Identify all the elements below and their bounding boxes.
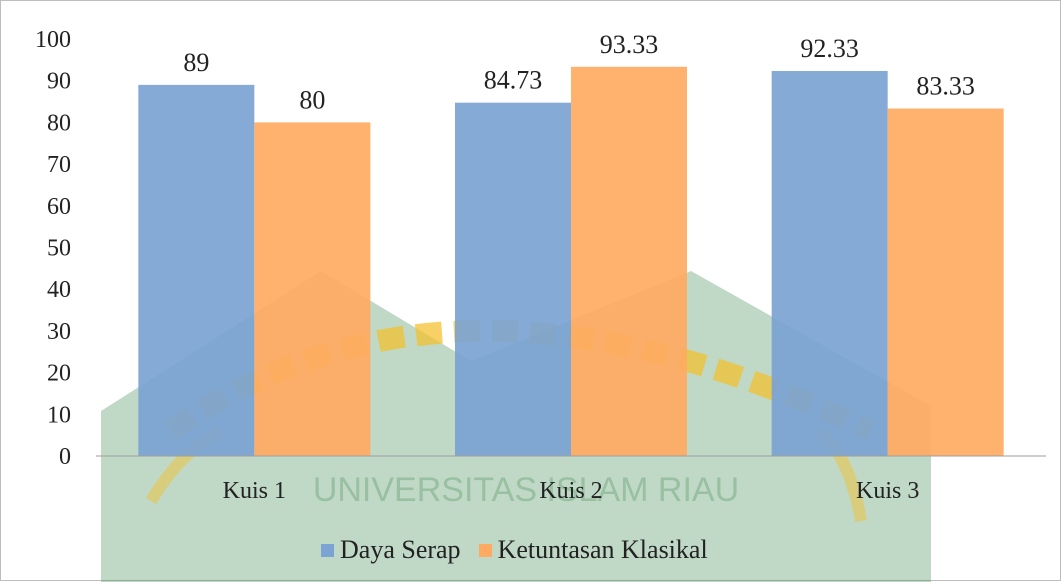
legend-label-ketuntasan-klasikal: Ketuntasan Klasikal bbox=[497, 535, 708, 564]
legend-label-daya-serap: Daya Serap bbox=[340, 535, 461, 564]
y-tick-label: 90 bbox=[47, 69, 71, 95]
data-label: 84.73 bbox=[484, 66, 543, 95]
legend: Daya Serap Ketuntasan Klasikal bbox=[321, 535, 708, 565]
data-label: 93.33 bbox=[600, 30, 659, 59]
data-label: 83.33 bbox=[916, 72, 975, 101]
y-tick-label: 20 bbox=[47, 361, 71, 387]
bar-daya-serap-1 bbox=[138, 84, 255, 457]
legend-swatch-daya-serap bbox=[321, 543, 334, 557]
y-axis: 0 10 20 30 40 50 60 70 80 90 100 bbox=[35, 27, 71, 470]
x-tick-label: Kuis 2 bbox=[539, 478, 602, 504]
bar-ketuntasan-klasikal-3 bbox=[887, 108, 1004, 456]
y-tick-label: 100 bbox=[35, 27, 71, 53]
watermark-text: UNIVERSITAS ISLAM RIAU bbox=[313, 471, 739, 509]
data-label: 92.33 bbox=[800, 34, 859, 63]
data-label: 80 bbox=[299, 85, 325, 114]
bar-daya-serap-3 bbox=[771, 70, 888, 457]
data-label: 89 bbox=[183, 48, 209, 77]
data-labels: 89 80 84.73 93.33 92.33 83.33 bbox=[183, 30, 975, 115]
bar-ketuntasan-klasikal-1 bbox=[254, 122, 371, 457]
y-tick-label: 80 bbox=[47, 110, 71, 136]
legend-item-daya-serap: Daya Serap bbox=[321, 535, 461, 565]
y-tick-label: 70 bbox=[47, 152, 71, 178]
x-tick-label: Kuis 3 bbox=[856, 478, 919, 504]
bars bbox=[138, 66, 1004, 457]
bar-daya-serap-2 bbox=[455, 102, 571, 456]
y-tick-label: 50 bbox=[47, 236, 71, 262]
y-tick-label: 60 bbox=[47, 194, 71, 220]
legend-swatch-ketuntasan-klasikal bbox=[478, 543, 492, 557]
y-tick-label: 10 bbox=[47, 402, 71, 428]
x-axis: Kuis 1 Kuis 2 Kuis 3 bbox=[96, 455, 1046, 504]
x-tick-label: Kuis 1 bbox=[223, 478, 286, 504]
bar-ketuntasan-klasikal-2 bbox=[571, 66, 687, 456]
legend-item-ketuntasan-klasikal: Ketuntasan Klasikal bbox=[478, 535, 708, 565]
y-tick-label: 0 bbox=[59, 444, 71, 470]
y-tick-label: 30 bbox=[47, 319, 71, 345]
y-tick-label: 40 bbox=[47, 277, 71, 303]
